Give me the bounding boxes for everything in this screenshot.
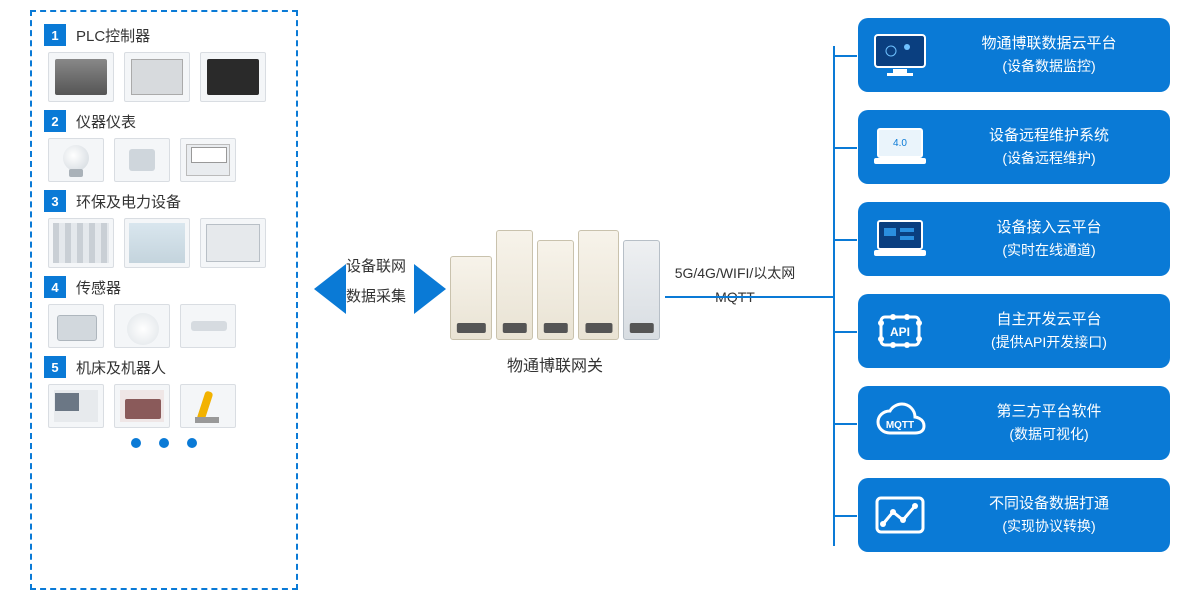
arrow-left-icon: [306, 264, 346, 314]
category-1: 1 PLC控制器: [44, 24, 284, 102]
platform-cards: 物通博联数据云平台 (设备数据监控) 4.0 设备远程维护系统 (设备远程维护)…: [858, 18, 1170, 552]
svg-text:4.0: 4.0: [893, 138, 907, 149]
thumb-lathe: [114, 384, 170, 428]
svg-text:MQTT: MQTT: [886, 420, 914, 431]
card-cloud-platform: 物通博联数据云平台 (设备数据监控): [858, 18, 1170, 92]
thumb-valve: [114, 138, 170, 182]
dot-1[interactable]: [131, 438, 141, 448]
card-title-4: 自主开发云平台: [942, 309, 1156, 332]
category-num-2: 2: [44, 110, 66, 132]
card-mqtt: MQTT 第三方平台软件 (数据可视化): [858, 386, 1170, 460]
branch-4: [833, 331, 857, 333]
dot-3[interactable]: [187, 438, 197, 448]
branch-2: [833, 147, 857, 149]
thumb-sensor-box: [48, 304, 104, 348]
arrow-right-icon: [414, 264, 454, 314]
mid-label-1: 设备联网: [346, 252, 406, 282]
category-num-3: 3: [44, 190, 66, 212]
mqtt-cloud-icon: MQTT: [872, 399, 928, 447]
svg-text:API: API: [890, 325, 910, 339]
card-title-2: 设备远程维护系统: [942, 125, 1156, 148]
gateway-caption: 物通博联网关: [450, 352, 660, 376]
chart-line-icon: [872, 491, 928, 539]
api-icon: API: [872, 307, 928, 355]
laptop-icon: 4.0: [872, 123, 928, 171]
pager-dots: [44, 438, 284, 448]
mid-label-2: 数据采集: [346, 282, 406, 312]
gateway-1: [450, 256, 492, 340]
thumb-plc-1: [48, 52, 114, 102]
gateway-5: [623, 240, 660, 340]
branch-1: [833, 55, 857, 57]
card-title-3: 设备接入云平台: [942, 217, 1156, 240]
category-title-3: 环保及电力设备: [76, 191, 181, 212]
dot-2[interactable]: [159, 438, 169, 448]
branch-6: [833, 515, 857, 517]
thumb-pipes: [48, 218, 114, 268]
thumb-plc-3: [200, 52, 266, 102]
branch-3: [833, 239, 857, 241]
mid-labels: 设备联网 数据采集: [346, 252, 406, 312]
card-title-6: 不同设备数据打通: [942, 493, 1156, 516]
category-title-5: 机床及机器人: [76, 357, 166, 378]
connection-line1: 5G/4G/WIFI/以太网: [670, 262, 800, 286]
card-sub-6: (实现协议转换): [942, 516, 1156, 537]
category-num-5: 5: [44, 356, 66, 378]
card-sub-2: (设备远程维护): [942, 148, 1156, 169]
laptop2-icon: [872, 215, 928, 263]
thumb-plc-2: [124, 52, 190, 102]
thumb-meter: [180, 138, 236, 182]
category-4: 4 传感器: [44, 276, 284, 348]
thumb-plant: [124, 218, 190, 268]
card-sub-4: (提供API开发接口): [942, 332, 1156, 353]
category-title-2: 仪器仪表: [76, 111, 136, 132]
card-sub-3: (实时在线通道): [942, 240, 1156, 261]
card-sub-1: (设备数据监控): [942, 56, 1156, 77]
category-title-4: 传感器: [76, 277, 121, 298]
thumb-magnetic: [180, 304, 236, 348]
device-categories-panel: 1 PLC控制器 2 仪器仪表 3 环保及电力设备: [30, 10, 298, 590]
gateway-2: [496, 230, 533, 340]
card-protocol: 不同设备数据打通 (实现协议转换): [858, 478, 1170, 552]
category-num-4: 4: [44, 276, 66, 298]
thumb-smoke: [114, 304, 170, 348]
gateway-4: [578, 230, 619, 340]
card-title-1: 物通博联数据云平台: [942, 33, 1156, 56]
thumb-robot: [180, 384, 236, 428]
monitor-icon: [872, 31, 928, 79]
thumb-camera: [48, 138, 104, 182]
connector-v: [833, 46, 835, 546]
thumb-cabinet: [200, 218, 266, 268]
connection-label: 5G/4G/WIFI/以太网 MQTT: [670, 262, 800, 310]
card-api: API 自主开发云平台 (提供API开发接口): [858, 294, 1170, 368]
category-num-1: 1: [44, 24, 66, 46]
category-title-1: PLC控制器: [76, 25, 150, 46]
category-5: 5 机床及机器人: [44, 356, 284, 428]
category-3: 3 环保及电力设备: [44, 190, 284, 268]
connector-h: [665, 296, 835, 298]
gateway-cluster: [450, 220, 660, 340]
gateway-3: [537, 240, 574, 340]
card-title-5: 第三方平台软件: [942, 401, 1156, 424]
category-2: 2 仪器仪表: [44, 110, 284, 182]
card-remote-maintain: 4.0 设备远程维护系统 (设备远程维护): [858, 110, 1170, 184]
thumb-cnc: [48, 384, 104, 428]
card-device-access: 设备接入云平台 (实时在线通道): [858, 202, 1170, 276]
card-sub-5: (数据可视化): [942, 424, 1156, 445]
branch-5: [833, 423, 857, 425]
